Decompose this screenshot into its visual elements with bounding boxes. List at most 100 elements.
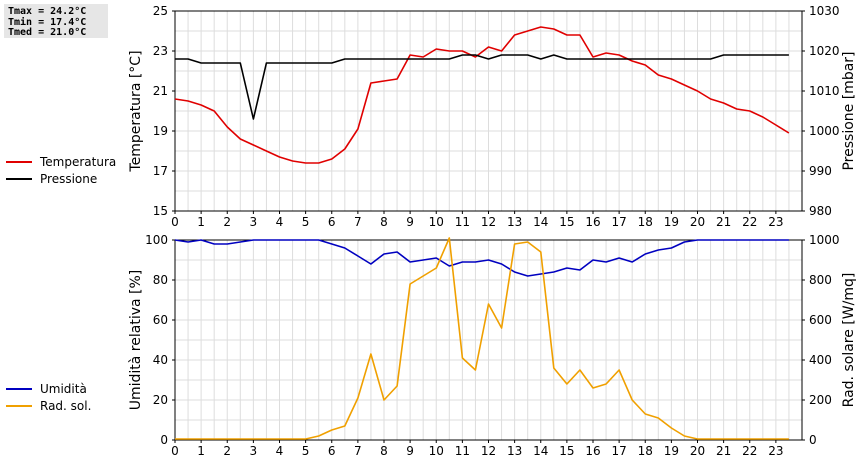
x-tick-label: 0 bbox=[171, 215, 179, 229]
x-tick-label: 0 bbox=[171, 444, 179, 458]
series-line-temperatura bbox=[174, 26, 790, 164]
x-tick-label: 11 bbox=[455, 444, 470, 458]
y-tick-label-right: 400 bbox=[809, 353, 832, 367]
x-tick-label: 23 bbox=[768, 215, 783, 229]
y-tick-label-right: 200 bbox=[809, 393, 832, 407]
legend-swatch-umidita bbox=[6, 387, 32, 390]
y-axis-title-right: Rad. solare [W/mq] bbox=[841, 273, 857, 408]
x-tick-label: 9 bbox=[406, 215, 414, 229]
y-tick-label: 17 bbox=[153, 164, 168, 178]
y-tick-label-right: 1000 bbox=[809, 233, 840, 247]
x-tick-label: 10 bbox=[429, 444, 444, 458]
x-tick-label: 13 bbox=[507, 215, 522, 229]
legend-label-pressione: Pressione bbox=[40, 171, 98, 186]
x-tick-label: 6 bbox=[328, 215, 336, 229]
x-tick-label: 17 bbox=[611, 215, 626, 229]
stats-box: Tmax = 24.2°C Tmin = 17.4°C Tmed = 21.0°… bbox=[4, 4, 108, 38]
y-tick-label-right: 0 bbox=[809, 433, 817, 447]
y-axis-title: Temperatura [°C] bbox=[128, 50, 144, 172]
legend-top: Temperatura Pressione bbox=[6, 153, 116, 187]
y-tick-label: 23 bbox=[153, 44, 168, 58]
x-tick-label: 16 bbox=[585, 215, 600, 229]
legend-label-temperatura: Temperatura bbox=[40, 154, 117, 169]
series-line-pressione bbox=[175, 54, 789, 120]
x-tick-label: 20 bbox=[690, 444, 705, 458]
stat-tmax: Tmax = 24.2°C bbox=[8, 6, 87, 17]
x-tick-label: 5 bbox=[302, 215, 310, 229]
y-tick-label-right: 1030 bbox=[809, 4, 840, 18]
x-tick-label: 4 bbox=[276, 215, 284, 229]
x-tick-label: 13 bbox=[507, 444, 522, 458]
legend-item-pressione: Pressione bbox=[6, 170, 116, 187]
x-tick-label: 19 bbox=[664, 215, 679, 229]
x-tick-label: 12 bbox=[481, 215, 496, 229]
x-tick-label: 19 bbox=[664, 444, 679, 458]
x-tick-label: 18 bbox=[638, 444, 653, 458]
legend-swatch-rad-sol bbox=[6, 404, 32, 407]
x-tick-label: 21 bbox=[716, 444, 731, 458]
x-tick-label: 18 bbox=[638, 215, 653, 229]
y-tick-label-right: 1000 bbox=[809, 124, 840, 138]
x-tick-label: 2 bbox=[223, 215, 231, 229]
y-tick-label: 15 bbox=[153, 204, 168, 218]
x-tick-label: 9 bbox=[406, 444, 414, 458]
legend-swatch-temperatura bbox=[6, 160, 32, 163]
x-tick-label: 15 bbox=[559, 215, 574, 229]
x-tick-label: 12 bbox=[481, 444, 496, 458]
legend-swatch-pressione bbox=[6, 177, 32, 180]
x-tick-label: 10 bbox=[429, 215, 444, 229]
legend-item-umidita: Umidità bbox=[6, 380, 91, 397]
panel-1: 0 1 2 3 4 5 6 7 8 9 10 11 12 13 14 15 16 17 18 19 20 21 22 2315… bbox=[128, 4, 857, 229]
legend-item-temperatura: Temperatura bbox=[6, 153, 116, 170]
y-tick-label: 40 bbox=[153, 353, 168, 367]
series-line-rad-sol bbox=[175, 237, 789, 440]
panel-2: 0 1 2 3 4 5 6 7 8 9 10 11 12 13 14 15 16 17 18 19 20 21 22 2302… bbox=[128, 233, 857, 458]
x-tick-label: 1 bbox=[197, 444, 205, 458]
x-tick-label: 5 bbox=[302, 444, 310, 458]
x-tick-label: 22 bbox=[742, 444, 757, 458]
y-tick-label-right: 1020 bbox=[809, 44, 840, 58]
series-line-umidit bbox=[174, 239, 789, 277]
legend-bottom: Umidità Rad. sol. bbox=[6, 380, 91, 414]
x-tick-label: 15 bbox=[559, 444, 574, 458]
y-axis-title: Umidità relativa [%] bbox=[128, 270, 144, 411]
x-tick-label: 4 bbox=[276, 444, 284, 458]
x-tick-label: 1 bbox=[197, 215, 205, 229]
y-tick-label: 80 bbox=[153, 273, 168, 287]
x-tick-label: 22 bbox=[742, 215, 757, 229]
stat-tmin: Tmin = 17.4°C bbox=[8, 16, 87, 28]
y-tick-label: 21 bbox=[153, 84, 168, 98]
x-tick-label: 2 bbox=[223, 444, 231, 458]
y-tick-label-right: 800 bbox=[809, 273, 832, 287]
x-tick-label: 17 bbox=[611, 444, 626, 458]
x-tick-label: 6 bbox=[328, 444, 336, 458]
x-tick-label: 11 bbox=[455, 215, 470, 229]
legend-item-rad-sol: Rad. sol. bbox=[6, 397, 91, 414]
x-tick-label: 7 bbox=[354, 215, 362, 229]
y-tick-label: 0 bbox=[160, 433, 168, 447]
legend-label-rad-sol: Rad. sol. bbox=[40, 398, 92, 413]
x-tick-label: 21 bbox=[716, 215, 731, 229]
x-tick-label: 14 bbox=[533, 215, 548, 229]
legend-label-umidita: Umidità bbox=[40, 381, 87, 396]
x-tick-label: 23 bbox=[768, 444, 783, 458]
x-tick-label: 8 bbox=[380, 444, 388, 458]
y-tick-label: 20 bbox=[153, 393, 168, 407]
y-tick-label-right: 1010 bbox=[809, 84, 840, 98]
y-tick-label-right: 980 bbox=[809, 204, 832, 218]
y-tick-label-right: 600 bbox=[809, 313, 832, 327]
y-tick-label: 19 bbox=[153, 124, 168, 138]
x-tick-label: 3 bbox=[250, 215, 258, 229]
x-tick-label: 20 bbox=[690, 215, 705, 229]
x-tick-label: 8 bbox=[380, 215, 388, 229]
y-axis-title-right: Pressione [mbar] bbox=[841, 51, 857, 170]
stat-tmed: Tmed = 21.0°C bbox=[8, 27, 87, 38]
y-tick-label: 25 bbox=[153, 4, 168, 18]
x-tick-label: 3 bbox=[250, 444, 258, 458]
y-tick-label: 100 bbox=[145, 233, 168, 247]
x-tick-label: 16 bbox=[585, 444, 600, 458]
y-tick-label-right: 990 bbox=[809, 164, 832, 178]
y-tick-label: 60 bbox=[153, 313, 168, 327]
x-tick-label: 7 bbox=[354, 444, 362, 458]
